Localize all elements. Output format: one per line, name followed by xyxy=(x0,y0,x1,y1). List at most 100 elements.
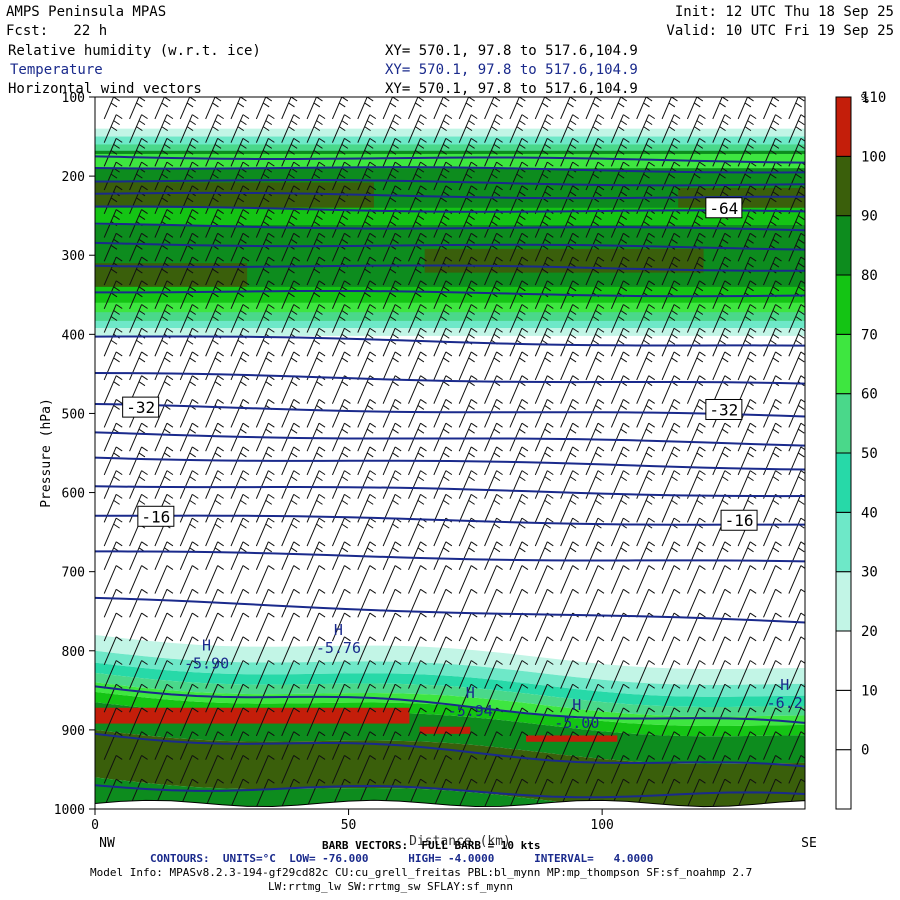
wind-barb xyxy=(534,707,554,737)
wind-barb xyxy=(281,256,300,286)
wind-barb xyxy=(763,660,782,689)
wind-barb xyxy=(382,541,402,571)
wind-barb xyxy=(230,375,250,404)
wind-barb xyxy=(103,755,123,784)
wind-barb xyxy=(534,399,554,428)
wind-barb xyxy=(154,683,174,713)
wind-barb xyxy=(408,707,427,737)
wind-barb xyxy=(458,422,478,452)
wind-barb xyxy=(610,731,630,760)
wind-barb xyxy=(661,161,681,191)
wind-barb xyxy=(458,541,478,571)
wind-barb xyxy=(230,565,250,594)
wind-barb xyxy=(154,280,174,309)
wind-barb xyxy=(306,114,326,143)
wind-barb xyxy=(281,470,300,499)
wind-barb xyxy=(636,541,655,571)
wind-barb xyxy=(458,304,478,333)
wind-barb xyxy=(306,137,326,167)
wind-barb xyxy=(433,636,453,665)
wind-barb xyxy=(154,351,174,381)
wind-barb xyxy=(484,351,503,381)
wind-barb xyxy=(560,232,579,262)
wind-barb xyxy=(763,161,782,191)
wind-barb xyxy=(205,565,224,594)
wind-barb xyxy=(534,137,554,167)
wind-barb xyxy=(179,707,199,737)
wind-barb xyxy=(205,707,224,737)
wind-barb xyxy=(255,493,275,523)
rh-band-upper-13 xyxy=(95,302,805,314)
wind-barb xyxy=(534,232,554,262)
wind-barb xyxy=(737,636,757,665)
isotherm-line xyxy=(95,596,805,624)
wind-barb xyxy=(408,470,427,499)
wind-barb xyxy=(509,351,529,381)
high-value: -5.00 xyxy=(554,714,599,732)
wind-barb xyxy=(179,612,199,642)
wind-barb xyxy=(484,541,503,571)
wind-barb xyxy=(636,565,655,594)
wind-barb xyxy=(306,399,326,428)
wind-barb xyxy=(433,97,450,120)
wind-barb xyxy=(484,304,503,333)
wind-barb xyxy=(788,232,805,262)
wind-barb xyxy=(179,114,199,143)
wind-barb xyxy=(179,517,199,547)
wind-barb xyxy=(179,161,199,191)
wind-barb xyxy=(179,660,199,689)
wind-barb xyxy=(686,588,706,618)
wind-barb xyxy=(763,446,782,476)
wind-barb xyxy=(484,161,503,191)
wind-barb xyxy=(636,351,655,381)
wind-barb xyxy=(230,470,250,499)
wind-barb xyxy=(230,209,250,238)
wind-barb xyxy=(712,446,732,476)
wind-barb xyxy=(103,636,123,665)
isotherm-line xyxy=(95,155,805,164)
wind-barb xyxy=(610,660,630,689)
wind-barb xyxy=(788,541,805,571)
wind-barb xyxy=(560,470,579,499)
wind-barb xyxy=(534,351,554,381)
wind-barb xyxy=(585,114,605,143)
wind-barb xyxy=(661,778,681,808)
wind-barb xyxy=(560,304,579,333)
wind-barb xyxy=(763,304,782,333)
isotherm-label: -16 xyxy=(141,507,170,526)
wind-barb xyxy=(357,660,377,689)
wind-barb xyxy=(255,778,275,808)
rh-band-upper-14 xyxy=(95,312,805,323)
wind-barb xyxy=(433,161,453,191)
wind-barb xyxy=(484,399,503,428)
wind-barb xyxy=(179,351,199,381)
wind-barb xyxy=(610,185,630,215)
wind-barb xyxy=(281,778,300,808)
rh-band-lower-3 xyxy=(95,662,805,708)
wind-barb xyxy=(103,114,123,143)
wind-barb xyxy=(585,707,605,737)
wind-barb xyxy=(154,707,174,737)
rh-saturated-band-right xyxy=(526,735,618,742)
wind-barb xyxy=(331,588,351,618)
colorbar-tick-label: 100 xyxy=(861,149,886,165)
wind-barb xyxy=(661,422,681,452)
wind-barb xyxy=(255,565,275,594)
wind-barb xyxy=(255,731,275,760)
wind-barb xyxy=(205,731,224,760)
wind-barb xyxy=(255,588,275,618)
wind-barb xyxy=(433,422,453,452)
wind-barb xyxy=(331,683,351,713)
wind-barb xyxy=(179,375,199,404)
rh-saturated-band-mid xyxy=(419,726,471,734)
wind-barb xyxy=(230,256,250,286)
wind-barb xyxy=(306,517,326,547)
wind-barb xyxy=(230,327,250,357)
wind-barb xyxy=(610,351,630,381)
wind-barb xyxy=(585,755,605,784)
wind-barb xyxy=(103,375,123,404)
isotherm-label: -32 xyxy=(126,398,155,417)
colorbar-segment xyxy=(835,215,852,276)
wind-barb xyxy=(433,399,453,428)
wind-barb xyxy=(205,137,224,167)
